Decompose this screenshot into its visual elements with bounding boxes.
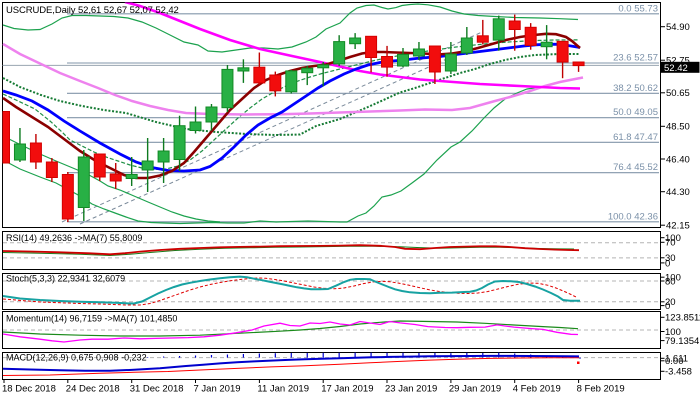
svg-text:80: 80 [665,276,676,287]
svg-text:23.6 52.57: 23.6 52.57 [613,53,658,64]
svg-text:30: 30 [665,253,676,264]
svg-text:11 Jan 2019: 11 Jan 2019 [257,384,309,395]
svg-text:100: 100 [665,327,681,338]
svg-text:0.00: 0.00 [665,356,684,367]
svg-text:46.40: 46.40 [666,154,690,165]
svg-text:100.0 42.36: 100.0 42.36 [608,211,658,222]
svg-text:29 Jan 2019: 29 Jan 2019 [449,384,501,395]
svg-text:23 Jan 2019: 23 Jan 2019 [385,384,437,395]
svg-text:52.75: 52.75 [666,56,690,67]
svg-text:1.611: 1.611 [665,354,688,365]
svg-text:70: 70 [665,238,676,249]
svg-text:4 Feb 2019: 4 Feb 2019 [513,384,561,395]
svg-text:17 Jan 2019: 17 Jan 2019 [321,384,373,395]
svg-text:20: 20 [665,297,676,308]
svg-text:0: 0 [665,258,670,269]
svg-text:-3.458: -3.458 [665,367,692,378]
svg-text:76.4 45.52: 76.4 45.52 [613,162,658,173]
svg-text:79.1354: 79.1354 [665,336,699,347]
svg-text:50.0 49.05: 50.0 49.05 [613,107,658,118]
svg-text:MACD(12,26,9) 0,675 0,908 -0,2: MACD(12,26,9) 0,675 0,908 -0,232 [6,353,147,363]
svg-text:52.42: 52.42 [664,63,688,74]
svg-text:100: 100 [665,273,681,284]
svg-text:48.50: 48.50 [666,122,690,133]
svg-text:100: 100 [665,233,681,244]
svg-text:54.90: 54.90 [666,22,690,33]
svg-text:Stoch(5,3,3) 22,9341 32,6079: Stoch(5,3,3) 22,9341 32,6079 [6,274,125,284]
svg-text:8 Feb 2019: 8 Feb 2019 [577,384,625,395]
svg-text:Momentum(14) 96,7159 ->MA(7): Momentum(14) 96,7159 ->MA(7) 101,4850 [6,314,177,324]
svg-text:50.65: 50.65 [666,88,690,99]
svg-text:RSI(14) 49,2636 ->MA(7) 55,80: RSI(14) 49,2636 ->MA(7) 55,8009 [6,233,142,243]
svg-text:42.15: 42.15 [666,221,690,232]
svg-text:31 Dec 2018: 31 Dec 2018 [130,384,184,395]
svg-text:24 Dec 2018: 24 Dec 2018 [66,384,120,395]
svg-text:7 Jan 2019: 7 Jan 2019 [194,384,241,395]
svg-text:0.0 55.73: 0.0 55.73 [618,3,658,14]
svg-text:38.2 50.62: 38.2 50.62 [613,83,658,94]
svg-text:61.8 47.47: 61.8 47.47 [613,132,658,143]
svg-text:18 Dec 2018: 18 Dec 2018 [2,384,56,395]
svg-text:0: 0 [665,301,670,312]
svg-text:44.30: 44.30 [666,187,690,198]
svg-text:USCRUDE,Daily 52,61 52,67 52,: USCRUDE,Daily 52,61 52,67 52,07 52,42 [6,5,179,16]
